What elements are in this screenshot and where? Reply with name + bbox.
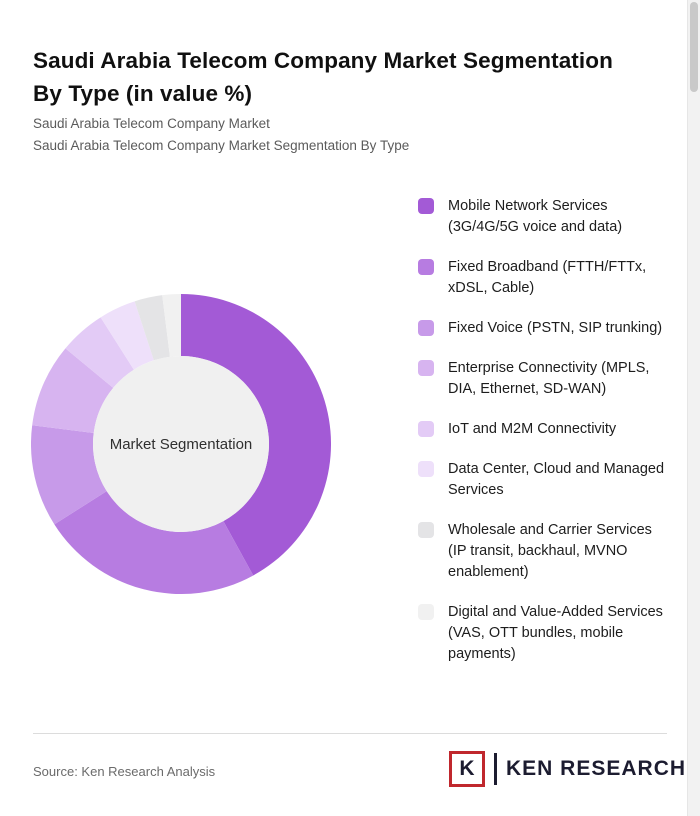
subtitle-segmentation: Saudi Arabia Telecom Company Market Segm… (33, 138, 410, 153)
legend-swatch (418, 461, 434, 477)
legend: Mobile Network Services (3G/4G/5G voice … (418, 196, 672, 684)
legend-label: IoT and M2M Connectivity (448, 421, 617, 437)
legend-label: Enterprise Connectivity (MPLS, DIA, Ethe… (448, 360, 650, 397)
legend-swatch (418, 360, 434, 376)
donut-segment[interactable] (31, 425, 107, 525)
donut-segment[interactable] (32, 348, 114, 433)
subtitle-market: Saudi Arabia Telecom Company Market (33, 116, 270, 131)
logo-separator (494, 753, 497, 785)
donut-segment[interactable] (181, 294, 331, 576)
donut-center-circle (93, 356, 269, 532)
donut-svg (31, 294, 331, 594)
legend-swatch (418, 320, 434, 336)
page-title-line-2: By Type (in value %) (33, 80, 253, 106)
legend-item: Digital and Value-Added Services (VAS, O… (418, 602, 672, 665)
legend-swatch (418, 421, 434, 437)
legend-item: Enterprise Connectivity (MPLS, DIA, Ethe… (418, 358, 672, 400)
legend-item: IoT and M2M Connectivity (418, 419, 672, 440)
legend-label: Fixed Voice (PSTN, SIP trunking) (448, 320, 663, 336)
legend-label: Mobile Network Services (3G/4G/5G voice … (448, 198, 623, 235)
logo-k-letter: K (459, 757, 475, 780)
donut-segment[interactable] (100, 301, 154, 370)
source-text: Source: Ken Research Analysis (33, 764, 216, 779)
legend-swatch (418, 198, 434, 214)
legend-item: Fixed Voice (PSTN, SIP trunking) (418, 318, 672, 339)
donut-segment[interactable] (65, 317, 134, 388)
legend-swatch (418, 259, 434, 275)
legend-label: Digital and Value-Added Services (VAS, O… (448, 604, 663, 662)
legend-label: Fixed Broadband (FTTH/FTTx, xDSL, Cable) (448, 259, 647, 296)
donut-segment[interactable] (162, 294, 181, 357)
legend-item: Data Center, Cloud and Managed Services (418, 459, 672, 501)
donut-segment[interactable] (54, 491, 254, 594)
legend-swatch (418, 604, 434, 620)
donut-chart: Market Segmentation (31, 294, 331, 594)
ken-research-logo: K KEN RESEARCH (449, 750, 686, 788)
donut-segment[interactable] (134, 295, 170, 361)
page-title: Saudi Arabia Telecom Company Market Segm… (33, 45, 653, 110)
subtitles: Saudi Arabia Telecom Company Market Saud… (33, 113, 653, 157)
legend-item: Fixed Broadband (FTTH/FTTx, xDSL, Cable) (418, 257, 672, 299)
legend-label: Wholesale and Carrier Services (IP trans… (448, 522, 652, 580)
logo-wordmark: KEN RESEARCH (506, 757, 687, 780)
legend-swatch (418, 522, 434, 538)
footer-divider (33, 733, 667, 734)
legend-item: Wholesale and Carrier Services (IP trans… (418, 520, 672, 583)
logo-k-icon: K (449, 751, 485, 787)
scrollbar-thumb[interactable] (690, 2, 698, 92)
legend-item: Mobile Network Services (3G/4G/5G voice … (418, 196, 672, 238)
page-title-line-1: Saudi Arabia Telecom Company Market Segm… (33, 48, 613, 74)
legend-label: Data Center, Cloud and Managed Services (448, 461, 665, 498)
scrollbar-track[interactable] (687, 0, 700, 816)
